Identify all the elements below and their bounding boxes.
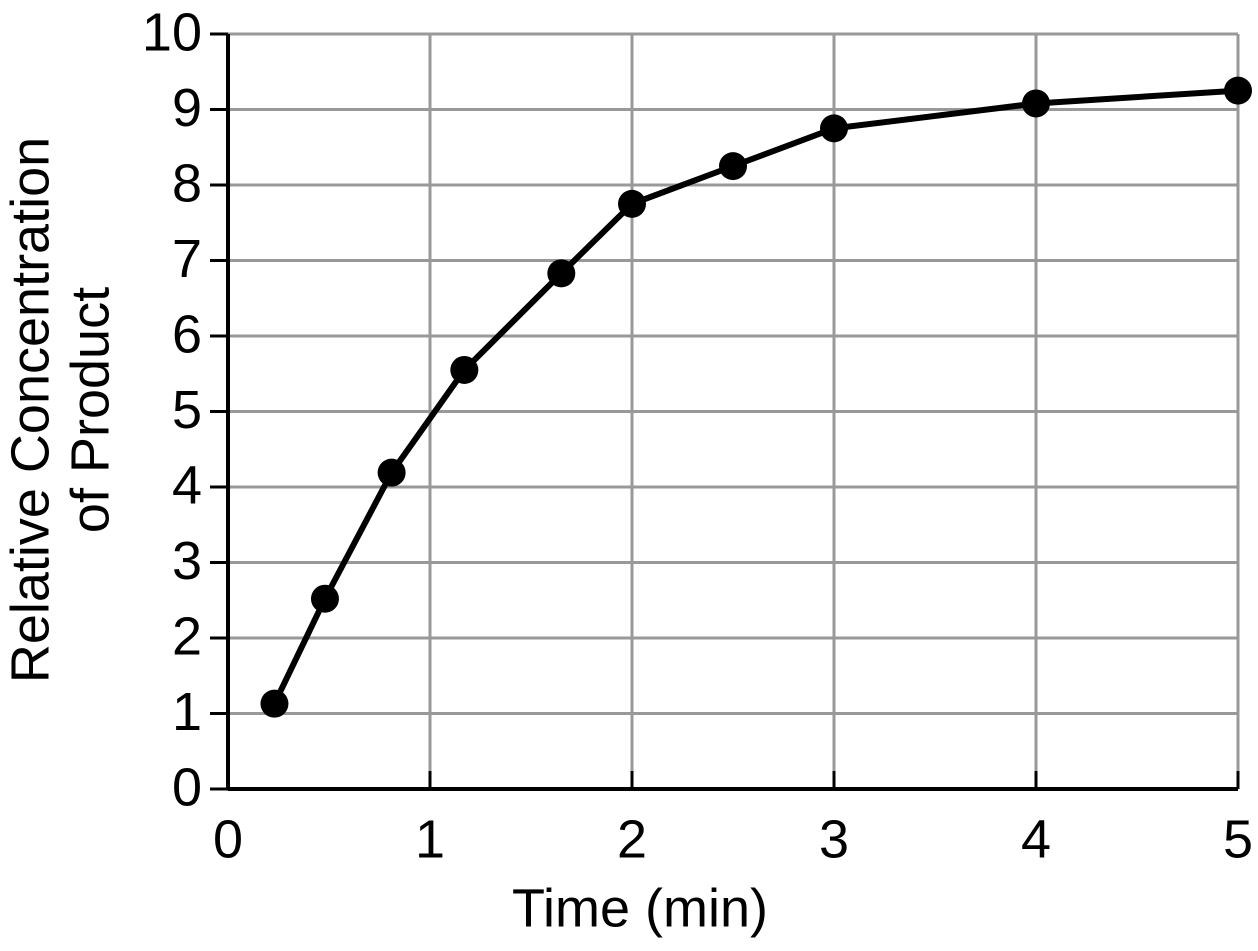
y-tick-label: 7 xyxy=(172,229,202,289)
data-point xyxy=(260,689,289,718)
data-point xyxy=(618,189,646,218)
y-tick-label: 10 xyxy=(142,2,202,62)
y-axis-label: Relative Concentration of Product xyxy=(0,137,120,683)
y-tick-label: 1 xyxy=(172,682,202,742)
data-point xyxy=(820,114,848,143)
data-line xyxy=(271,87,1239,705)
x-tick-label: 0 xyxy=(213,809,243,869)
data-point xyxy=(719,152,747,181)
y-tick-label: 5 xyxy=(172,380,202,440)
y-tick-label: 9 xyxy=(172,78,202,138)
y-tick-label: 4 xyxy=(172,455,202,515)
x-tick-label: 4 xyxy=(1021,809,1051,869)
data-point xyxy=(1022,89,1050,118)
data-point xyxy=(547,259,576,288)
y-axis-label-line: Relative Concentration xyxy=(0,137,60,683)
data-point xyxy=(450,355,479,384)
data-point xyxy=(310,584,339,613)
y-tick-label: 0 xyxy=(172,757,202,817)
x-tick-label: 2 xyxy=(617,809,647,869)
y-axis-label-line: of Product xyxy=(60,287,120,533)
x-axis-label: Time (min) xyxy=(512,878,768,938)
data-point xyxy=(377,458,406,487)
x-tick-label: 1 xyxy=(415,809,445,869)
y-tick-label: 3 xyxy=(172,531,202,591)
x-tick-label: 5 xyxy=(1223,809,1253,869)
data-point xyxy=(1224,76,1252,105)
y-tick-label: 2 xyxy=(172,606,202,666)
y-tick-label: 6 xyxy=(172,304,202,364)
y-tick-label: 8 xyxy=(172,153,202,213)
x-tick-label: 3 xyxy=(819,809,849,869)
